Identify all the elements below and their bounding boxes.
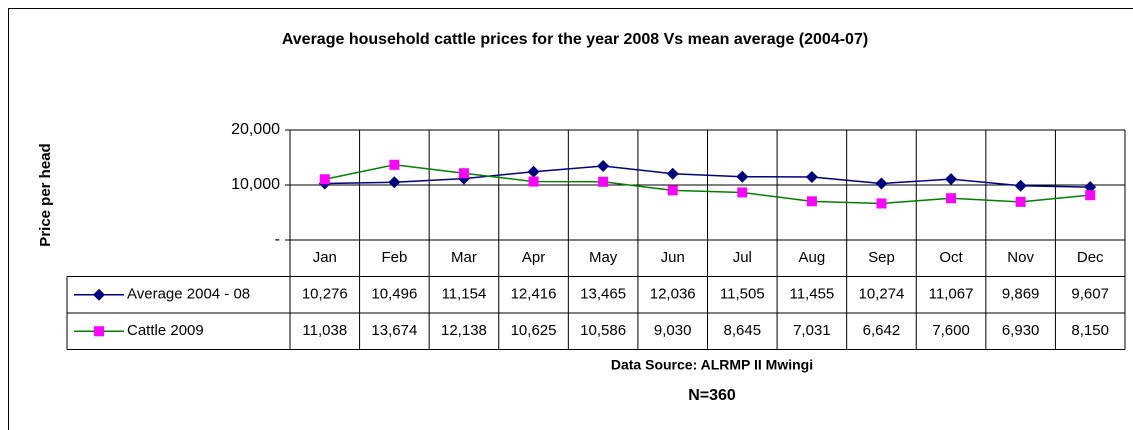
x-tick-label: Mar [451, 249, 477, 266]
data-point [876, 198, 887, 209]
data-point [527, 165, 540, 178]
x-tick-label: Oct [939, 249, 963, 266]
data-point [388, 176, 401, 189]
table-value: 10,625 [511, 322, 557, 339]
x-tick-label: Apr [522, 249, 545, 266]
data-point [389, 159, 400, 170]
table-value: 6,642 [863, 322, 901, 339]
table-value: 11,067 [929, 286, 974, 303]
data-point [875, 177, 888, 190]
table-value: 10,496 [371, 286, 417, 303]
table-value: 12,416 [511, 286, 557, 303]
x-tick-label: Feb [381, 249, 407, 266]
data-point [667, 185, 678, 196]
data-point [945, 173, 958, 186]
table-value: 11,455 [789, 286, 834, 303]
legend-label: Cattle 2009 [127, 322, 204, 339]
x-tick-label: Aug [799, 249, 826, 266]
table-value: 11,505 [720, 286, 765, 303]
data-point [737, 187, 748, 198]
series-line [324, 165, 1091, 188]
table-value: 13,674 [371, 322, 417, 339]
data-point [1014, 179, 1027, 192]
table-value: 10,586 [580, 322, 626, 339]
x-tick-label: Jul [733, 249, 752, 266]
data-point [1084, 181, 1097, 194]
data-point [319, 174, 330, 185]
table-value: 10,276 [302, 286, 348, 303]
table-value: 7,031 [793, 322, 831, 339]
data-point [1085, 190, 1096, 201]
sample-size: N=360 [688, 387, 736, 404]
table-value: 7,600 [932, 322, 970, 339]
series-line [324, 164, 1091, 205]
legend-marker [93, 288, 105, 301]
table-value: 9,030 [654, 322, 692, 339]
table-value: 8,150 [1071, 322, 1109, 339]
y-tick-label: - [275, 231, 280, 248]
data-point [528, 176, 539, 187]
data-source: Data Source: ALRMP II Mwingi [611, 357, 813, 373]
table-value: 11,038 [302, 322, 347, 339]
table-value: 8,645 [724, 322, 762, 339]
y-axis-label: Price per head [37, 143, 54, 246]
y-tick-label: 20,000 [231, 121, 280, 138]
table-value: 9,607 [1071, 286, 1109, 303]
table-value: 12,036 [650, 286, 696, 303]
data-point [598, 176, 609, 187]
table-value: 6,930 [1002, 322, 1040, 339]
data-point [1015, 196, 1026, 207]
data-point [666, 167, 679, 180]
data-point [946, 193, 957, 204]
data-point [805, 170, 818, 183]
x-tick-label: May [589, 249, 618, 266]
table-value: 9,869 [1002, 286, 1040, 303]
data-point [736, 170, 749, 183]
legend-label: Average 2004 - 08 [127, 286, 250, 303]
table-value: 12,138 [441, 322, 487, 339]
x-tick-label: Jun [661, 249, 685, 266]
x-tick-label: Nov [1007, 249, 1034, 266]
x-tick-label: Dec [1077, 249, 1104, 266]
chart-title: Average household cattle prices for the … [282, 31, 868, 48]
legend-marker [94, 326, 104, 337]
data-point [458, 168, 469, 179]
x-tick-label: Sep [868, 249, 895, 266]
chart-frame [8, 8, 1133, 430]
table-value: 11,154 [442, 286, 487, 303]
table-value: 13,465 [580, 286, 626, 303]
table-value: 10,274 [859, 286, 905, 303]
data-point [597, 159, 610, 172]
x-tick-label: Jan [313, 249, 337, 266]
data-point [806, 196, 817, 207]
y-tick-label: 10,000 [231, 176, 280, 193]
